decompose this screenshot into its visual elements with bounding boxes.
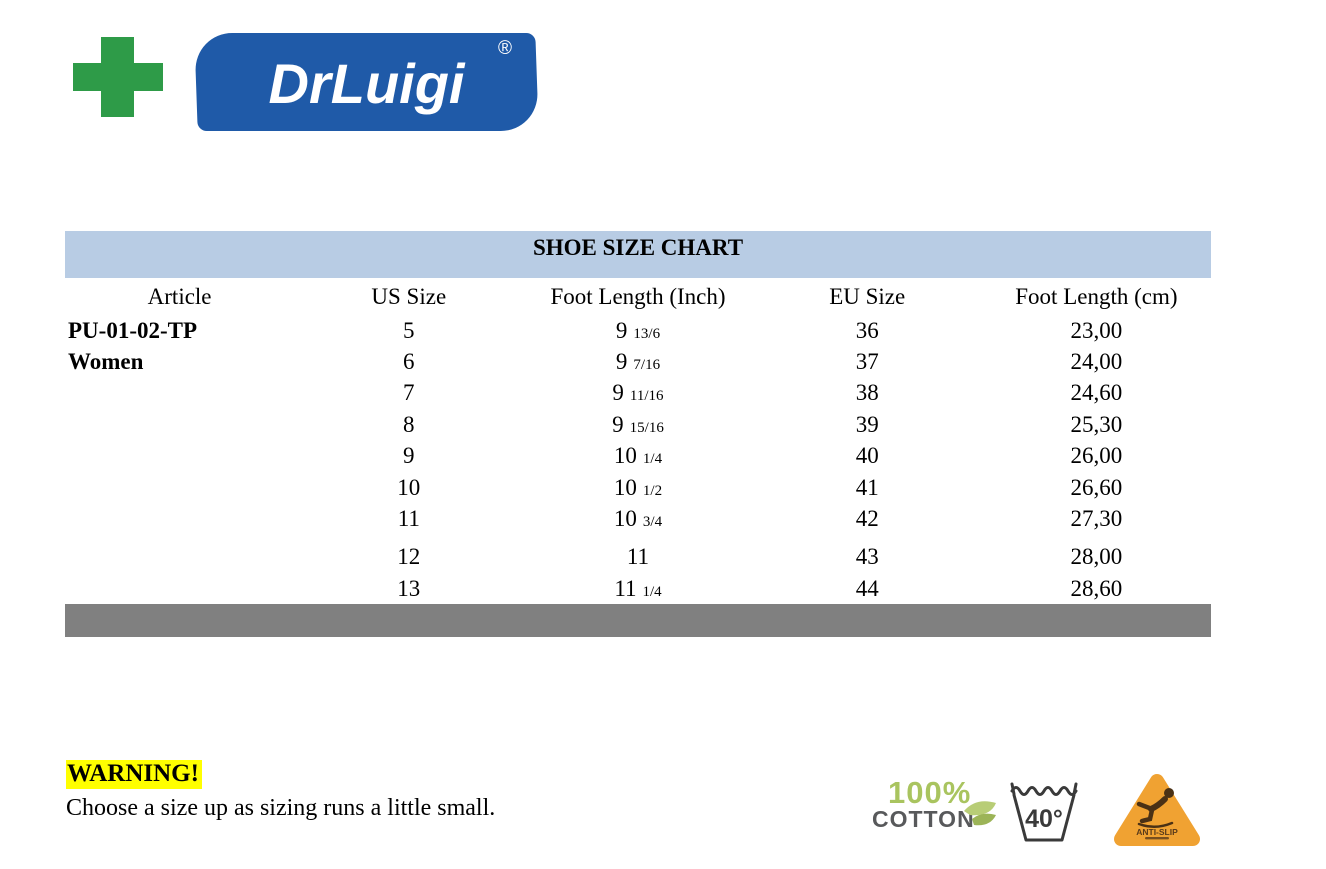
anti-slip-icon: ANTI-SLIP xyxy=(1112,771,1202,860)
table-row: PU-01-02-TP 5 9 13/6 36 23,00 xyxy=(65,315,1211,346)
wash-40-icon: 40° xyxy=(1005,778,1083,853)
warning-title: WARNING! xyxy=(66,760,202,789)
table-column-headers: Article US Size Foot Length (Inch) EU Si… xyxy=(65,284,1211,315)
us-size: 8 xyxy=(403,411,415,437)
article-gender: Women xyxy=(68,349,144,375)
article-code: PU-01-02-TP xyxy=(68,317,198,343)
foot-length-cm: 27,30 xyxy=(1070,506,1123,532)
column-header-us-size: US Size xyxy=(371,284,447,309)
foot-length-cm: 23,00 xyxy=(1070,317,1123,343)
eu-size: 42 xyxy=(855,506,879,532)
column-header-foot-length-inch: Foot Length (Inch) xyxy=(550,284,726,309)
foot-length-cm: 28,60 xyxy=(1070,575,1123,601)
foot-length-inch: 10 3/4 xyxy=(613,506,663,532)
foot-length-inch: 9 15/16 xyxy=(612,411,664,437)
table-body: PU-01-02-TP 5 9 13/6 36 23,00 Women 6 9 7/… xyxy=(65,315,1211,605)
eu-size: 43 xyxy=(855,544,879,570)
foot-length-cm: 24,60 xyxy=(1070,380,1123,406)
table-row: 8 9 15/16 39 25,30 xyxy=(65,409,1211,440)
table-row: 9 10 1/4 40 26,00 xyxy=(65,441,1211,472)
foot-length-cm: 24,00 xyxy=(1070,349,1123,375)
foot-length-cm: 26,60 xyxy=(1070,474,1123,500)
eu-size: 39 xyxy=(855,411,879,437)
column-header-foot-length-cm: Foot Length (cm) xyxy=(1015,284,1178,309)
us-size: 12 xyxy=(397,544,421,570)
eu-size: 40 xyxy=(855,443,879,469)
foot-length-inch: 9 13/6 xyxy=(615,317,661,343)
us-size: 5 xyxy=(403,317,415,343)
cotton-label: COTTON xyxy=(872,806,975,832)
eu-size: 41 xyxy=(855,474,879,500)
us-size: 11 xyxy=(397,506,420,532)
brand-logo: DrLuigi xyxy=(196,33,537,131)
anti-slip-label: ANTI-SLIP xyxy=(1136,827,1178,837)
foot-length-inch: 9 7/16 xyxy=(615,349,661,375)
registered-trademark-icon: ® xyxy=(498,38,512,59)
table-row: 11 10 3/4 42 27,30 xyxy=(65,503,1211,534)
warning-text: Choose a size up as sizing runs a little… xyxy=(66,795,496,821)
cotton-badge: 100% COTTON xyxy=(872,775,996,845)
foot-length-inch: 10 1/4 xyxy=(613,443,663,469)
table-row: 13 11 1/4 44 28,60 xyxy=(65,573,1211,604)
table-title: SHOE SIZE CHART xyxy=(532,235,744,260)
foot-length-inch: 9 11/16 xyxy=(612,380,664,406)
green-cross-icon xyxy=(73,37,163,117)
column-header-article: Article xyxy=(147,284,212,309)
us-size: 9 xyxy=(403,443,415,469)
eu-size: 36 xyxy=(855,317,879,343)
eu-size: 37 xyxy=(855,349,879,375)
brand-name: DrLuigi xyxy=(268,51,465,115)
table-row: Women 6 9 7/16 37 24,00 xyxy=(65,346,1211,377)
wash-temperature: 40° xyxy=(1025,805,1063,833)
foot-length-cm: 26,00 xyxy=(1070,443,1123,469)
cross-horizontal-bar xyxy=(73,63,163,91)
us-size: 13 xyxy=(397,575,421,601)
table-footer-bar xyxy=(65,604,1211,637)
leaf-icon xyxy=(964,801,996,826)
table-row: 12 11 43 28,00 xyxy=(65,542,1211,573)
eu-size: 38 xyxy=(855,380,879,406)
cotton-percent: 100% xyxy=(888,775,972,810)
eu-size: 44 xyxy=(855,575,879,601)
foot-length-inch: 11 xyxy=(626,544,650,570)
us-size: 7 xyxy=(403,380,415,406)
table-row: 7 9 11/16 38 24,60 xyxy=(65,378,1211,409)
table-row: 10 10 1/2 41 26,60 xyxy=(65,472,1211,503)
table-title-band: SHOE SIZE CHART xyxy=(65,231,1211,278)
foot-length-inch: 11 1/4 xyxy=(614,575,662,601)
column-header-eu-size: EU Size xyxy=(829,284,906,309)
foot-length-cm: 28,00 xyxy=(1070,544,1123,570)
foot-length-inch: 10 1/2 xyxy=(613,474,663,500)
us-size: 6 xyxy=(403,349,415,375)
us-size: 10 xyxy=(397,474,421,500)
foot-length-cm: 25,30 xyxy=(1070,411,1123,437)
